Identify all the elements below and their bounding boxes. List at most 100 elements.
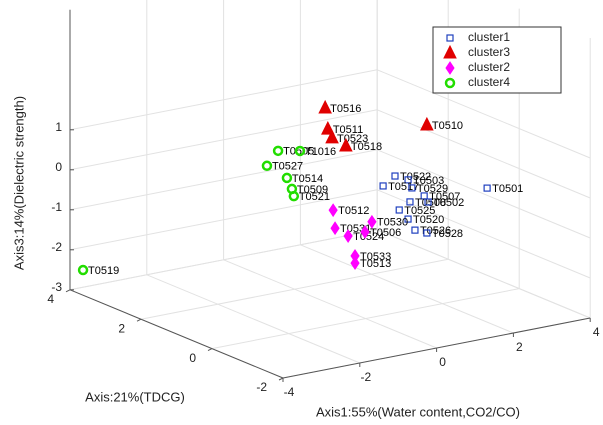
legend-label: cluster1: [468, 30, 510, 44]
point: [339, 137, 353, 152]
z-tick-label: 0: [55, 160, 62, 174]
point: [395, 206, 403, 214]
x-tick-label: 0: [439, 355, 446, 369]
point: [404, 176, 412, 184]
z-tick-label: 1: [55, 120, 62, 134]
grid-line: [69, 189, 378, 251]
points: T0522T0503T0517T0529T0507T0501T0508T0502…: [77, 99, 523, 277]
point-label: T0517: [388, 181, 419, 193]
point: [404, 215, 412, 223]
point-label: T0527: [272, 161, 303, 173]
point-label: T0519: [88, 265, 119, 277]
point-label: T1016: [305, 146, 336, 158]
point-label: T0507: [429, 191, 460, 203]
grid-line: [69, 229, 378, 291]
y-tick-label: 0: [189, 351, 196, 365]
grid-line: [69, 69, 378, 131]
point-label: T0530: [377, 217, 408, 229]
point: [483, 184, 491, 192]
grid-line: [223, 259, 437, 349]
point: [261, 160, 273, 172]
point: [391, 172, 399, 180]
y-tick-label: -2: [256, 380, 267, 394]
point-label: T0510: [432, 120, 463, 132]
point: [360, 225, 370, 239]
point: [406, 198, 414, 206]
point-label: T0524: [353, 231, 384, 243]
point-label: T0520: [413, 214, 444, 226]
z-tick-label: -1: [51, 200, 62, 214]
point-label: T0525: [404, 205, 435, 217]
legend-label: cluster4: [468, 75, 510, 89]
grid-line: [69, 109, 378, 171]
point-label: T0526: [420, 225, 451, 237]
grid-line: [377, 109, 591, 199]
legend-marker: [445, 61, 455, 75]
point-label: T0501: [492, 183, 523, 195]
point: [77, 264, 89, 276]
z-tick-label: -2: [51, 240, 62, 254]
grid-line: [69, 149, 378, 211]
point: [330, 221, 340, 236]
legend-marker: [446, 34, 454, 42]
x-tick-label: 4: [593, 325, 600, 339]
point-label: T0505: [283, 146, 314, 158]
tick-mark: [278, 377, 284, 381]
grid-line: [377, 69, 591, 159]
point: [288, 190, 300, 202]
point-label: T0521: [299, 191, 330, 203]
point-label: T0502: [433, 197, 464, 209]
y-tick-label: 4: [47, 292, 54, 306]
x-tick-label: 2: [516, 340, 523, 354]
point: [423, 229, 431, 237]
legend-marker: [444, 77, 456, 89]
point: [379, 182, 387, 190]
point: [328, 203, 338, 218]
y-axis-label: Axis:21%(TDCG): [85, 389, 185, 404]
grid-line: [377, 149, 591, 239]
point-label: T0529: [417, 183, 448, 195]
legend-label: cluster3: [468, 45, 510, 59]
z-tick-label: -3: [51, 280, 62, 294]
point: [350, 256, 360, 271]
tick-mark: [136, 318, 142, 322]
point: [420, 192, 428, 200]
point-label: T0511: [333, 124, 363, 136]
point: [325, 129, 339, 144]
point-label: T0512: [338, 205, 369, 217]
tick-mark: [65, 289, 71, 293]
point: [367, 214, 377, 229]
point: [318, 99, 332, 114]
grid-line: [377, 229, 591, 319]
point-label: T0522: [400, 171, 431, 183]
x-axis-label: Axis1:55%(Water content,CO2/CO): [316, 404, 520, 419]
x-tick-label: -4: [284, 385, 295, 399]
grid-line: [146, 274, 360, 364]
grid-line: [300, 244, 514, 334]
legend-marker: [443, 44, 457, 59]
point: [411, 226, 419, 234]
point-label: T0518: [351, 141, 382, 153]
point-label: T0528: [432, 228, 463, 240]
point-label: T0509: [297, 184, 328, 196]
point-label: T0514: [292, 173, 323, 185]
point: [294, 145, 306, 157]
grid-line: [140, 258, 449, 320]
tick-mark: [207, 348, 213, 352]
point-label: T0513: [360, 258, 391, 270]
point: [272, 145, 284, 157]
axis-line: [69, 289, 284, 379]
point-label: T0533: [360, 251, 391, 263]
point-label: T0506: [370, 227, 401, 239]
legend-label: cluster2: [468, 60, 510, 74]
point: [343, 229, 353, 243]
y-tick-label: 2: [118, 321, 125, 335]
point-label: T0503: [413, 175, 444, 187]
point-label: T0516: [330, 103, 361, 115]
point: [408, 184, 416, 192]
point: [424, 198, 432, 206]
point: [420, 116, 434, 131]
grid-line: [211, 288, 520, 350]
